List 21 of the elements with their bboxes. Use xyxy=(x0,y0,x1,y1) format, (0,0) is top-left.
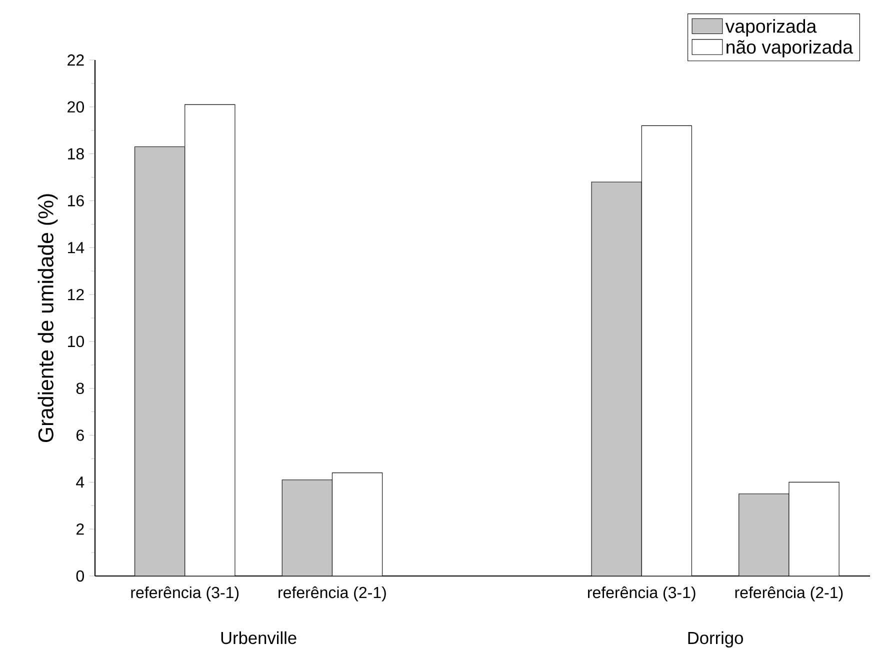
x-tick-label: referência (2-1) xyxy=(735,586,843,602)
text: Dorrigo xyxy=(688,631,743,648)
y-tick-label: 20 xyxy=(68,101,84,113)
y-axis-title: Gradiente de umidade (%) xyxy=(38,194,58,442)
legend-label: não vaporizada xyxy=(726,40,853,58)
x-tick-label: referência (3-1) xyxy=(131,586,239,602)
y-tick-label: 0 xyxy=(76,570,84,582)
y-tick-label: 2 xyxy=(76,524,84,535)
legend-label: vaporizada xyxy=(725,19,817,37)
x-tick-label: referência (2-1) xyxy=(278,586,386,602)
y-tick-label: 8 xyxy=(76,382,84,394)
x-tick-label: referência (3-1) xyxy=(588,586,696,602)
y-tick-label: 18 xyxy=(68,148,84,160)
y-tick-label: 10 xyxy=(68,336,84,348)
text: Urbenville xyxy=(221,631,296,644)
y-tick-label: 14 xyxy=(68,242,84,254)
y-tick-label: 22 xyxy=(68,54,84,66)
y-tick-label: 12 xyxy=(68,288,84,300)
y-tick-label: 4 xyxy=(76,476,84,488)
y-tick-label: 6 xyxy=(76,430,84,441)
y-tick-label: 16 xyxy=(68,195,84,206)
